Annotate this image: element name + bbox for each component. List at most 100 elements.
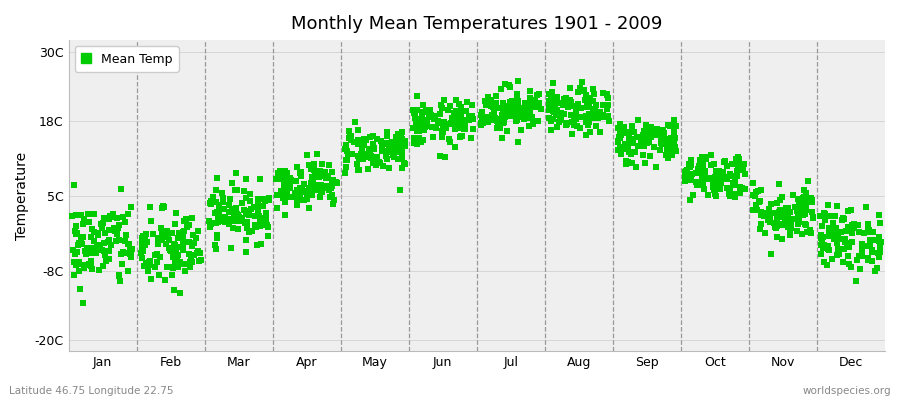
Point — [852, 266, 867, 272]
Point — [290, 195, 304, 202]
Point — [854, 253, 868, 259]
Point — [311, 174, 326, 180]
Point — [667, 138, 681, 144]
Point — [386, 150, 400, 157]
Point — [643, 124, 657, 130]
Point — [223, 196, 238, 202]
Point — [680, 172, 694, 178]
Point — [822, 225, 836, 231]
Point — [586, 110, 600, 117]
Point — [720, 175, 734, 182]
Point — [280, 190, 294, 196]
Point — [746, 180, 760, 186]
Point — [634, 136, 649, 143]
Point — [494, 112, 508, 118]
Point — [699, 156, 714, 162]
Point — [262, 194, 276, 201]
Point — [231, 213, 246, 220]
Text: worldspecies.org: worldspecies.org — [803, 386, 891, 396]
Point — [205, 194, 220, 200]
Point — [649, 132, 663, 138]
Point — [620, 159, 634, 165]
Point — [510, 112, 525, 119]
Point — [134, 249, 148, 256]
Point — [666, 117, 680, 123]
Point — [409, 121, 423, 128]
Point — [508, 111, 522, 118]
Point — [823, 246, 837, 253]
Point — [657, 130, 671, 137]
Point — [500, 128, 514, 134]
Point — [816, 245, 831, 252]
Point — [662, 137, 676, 144]
Point — [770, 222, 785, 229]
Point — [158, 204, 172, 210]
Point — [290, 187, 304, 193]
Point — [75, 234, 89, 241]
Point — [283, 175, 297, 181]
Point — [631, 142, 645, 149]
Point — [616, 124, 631, 130]
Point — [171, 264, 185, 270]
Point — [112, 222, 126, 228]
Point — [780, 212, 795, 218]
Point — [170, 251, 184, 258]
Point — [182, 251, 196, 258]
Point — [168, 209, 183, 216]
Point — [486, 104, 500, 110]
Point — [696, 162, 710, 168]
Point — [84, 261, 98, 267]
Point — [85, 245, 99, 251]
Point — [395, 165, 410, 172]
Point — [637, 128, 652, 134]
Point — [586, 86, 600, 92]
Point — [270, 205, 284, 211]
Point — [346, 151, 360, 157]
Point — [479, 102, 493, 108]
Point — [112, 271, 126, 278]
Point — [679, 169, 693, 176]
Point — [780, 214, 795, 220]
Point — [434, 102, 448, 109]
Point — [436, 129, 450, 136]
Point — [206, 195, 220, 201]
Point — [186, 240, 201, 246]
Point — [324, 181, 338, 188]
Point — [549, 112, 563, 118]
Point — [510, 98, 525, 104]
Point — [215, 199, 230, 205]
Point — [474, 114, 489, 120]
Point — [818, 211, 832, 218]
Point — [625, 160, 639, 167]
Point — [122, 247, 137, 254]
Point — [814, 232, 829, 239]
Point — [166, 253, 180, 260]
Point — [698, 154, 712, 160]
Point — [682, 164, 697, 171]
Point — [466, 116, 481, 122]
Point — [300, 152, 314, 158]
Point — [447, 121, 462, 127]
Point — [831, 246, 845, 252]
Point — [621, 149, 635, 155]
Point — [410, 116, 425, 122]
Point — [165, 272, 179, 278]
Point — [292, 188, 307, 194]
Point — [124, 254, 139, 260]
Point — [510, 94, 525, 100]
Point — [714, 178, 728, 185]
Point — [779, 212, 794, 218]
Point — [413, 122, 428, 129]
Point — [407, 134, 421, 141]
Point — [134, 242, 148, 249]
Point — [481, 119, 495, 126]
Point — [104, 242, 118, 248]
Point — [749, 189, 763, 195]
Point — [478, 98, 492, 104]
Point — [695, 180, 709, 187]
Point — [258, 219, 273, 225]
Point — [545, 116, 560, 122]
Point — [567, 122, 581, 128]
Point — [547, 100, 562, 107]
Point — [618, 161, 633, 168]
